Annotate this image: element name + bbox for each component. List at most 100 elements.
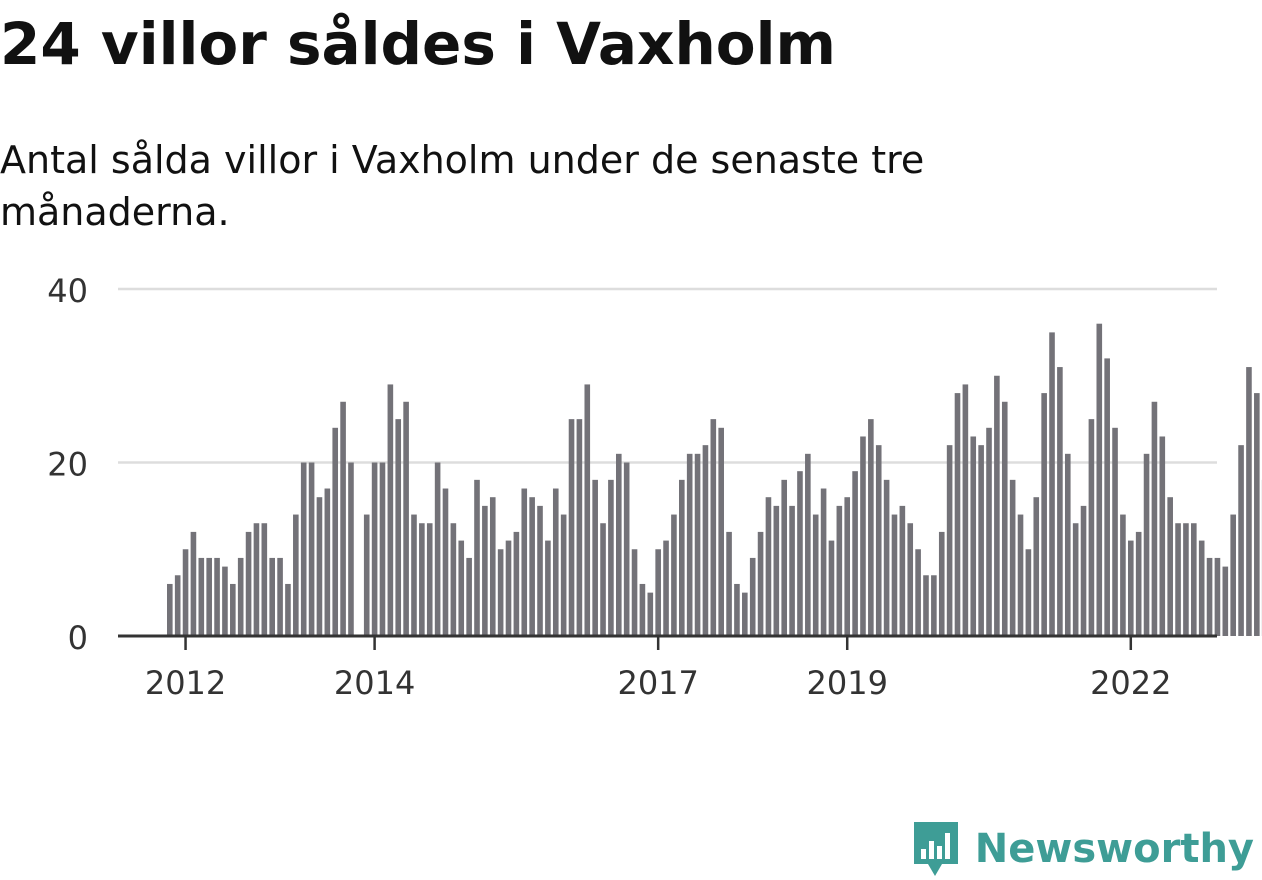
bar: [758, 532, 764, 636]
x-tick-label: 2014: [334, 664, 415, 702]
bar: [1136, 532, 1142, 636]
bar: [978, 445, 984, 636]
bar: [403, 402, 409, 636]
bar: [167, 584, 173, 636]
bar: [1073, 523, 1079, 636]
bar: [876, 445, 882, 636]
bar: [498, 549, 504, 636]
bar: [931, 575, 937, 636]
y-tick-label: 0: [68, 619, 88, 657]
bar: [254, 523, 260, 636]
bar: [1207, 558, 1213, 636]
bar: [970, 436, 976, 636]
bar: [529, 497, 535, 636]
bar: [632, 549, 638, 636]
bar: [348, 463, 354, 637]
bar: [648, 593, 654, 636]
bar: [380, 463, 386, 637]
bar: [939, 532, 945, 636]
bar: [521, 489, 527, 636]
bar: [695, 454, 701, 636]
bar: [214, 558, 220, 636]
bar: [269, 558, 275, 636]
bar: [829, 541, 835, 636]
bar: [679, 480, 685, 636]
bar: [907, 523, 913, 636]
y-tick-label: 40: [47, 272, 88, 310]
bar: [955, 393, 961, 636]
bar: [923, 575, 929, 636]
bar: [750, 558, 756, 636]
bar: [332, 428, 338, 636]
bar: [458, 541, 464, 636]
bar: [1057, 367, 1063, 636]
bar: [490, 497, 496, 636]
bar: [1041, 393, 1047, 636]
bar: [797, 471, 803, 636]
bar: [545, 541, 551, 636]
bar: [325, 489, 331, 636]
bar: [900, 506, 906, 636]
bar: [986, 428, 992, 636]
bar: [474, 480, 480, 636]
bar: [805, 454, 811, 636]
bar: [892, 515, 898, 636]
bar: [860, 436, 866, 636]
bar: [561, 515, 567, 636]
bar: [781, 480, 787, 636]
bar: [435, 463, 441, 637]
bar: [1246, 367, 1252, 636]
bar: [364, 515, 370, 636]
bar: [884, 480, 890, 636]
y-tick-label: 20: [47, 446, 88, 484]
x-tick-label: 2012: [145, 664, 226, 702]
bar: [1096, 324, 1102, 636]
bar: [640, 584, 646, 636]
bar: [1199, 541, 1205, 636]
bar: [411, 515, 417, 636]
bar: [1089, 419, 1095, 636]
bar: [616, 454, 622, 636]
bar: [285, 584, 291, 636]
bar: [222, 567, 228, 636]
bar: [718, 428, 724, 636]
bar: [1120, 515, 1126, 636]
bar: [584, 384, 590, 636]
bar: [1081, 506, 1087, 636]
bar: [734, 584, 740, 636]
bar: [1112, 428, 1118, 636]
bar: [742, 593, 748, 636]
bar: [514, 532, 520, 636]
bar: [655, 549, 661, 636]
bar: [868, 419, 874, 636]
bar: [577, 419, 583, 636]
bar: [1104, 358, 1110, 636]
bar: [1144, 454, 1150, 636]
bar: [774, 506, 780, 636]
bar: [277, 558, 283, 636]
bar: [427, 523, 433, 636]
bar: [1191, 523, 1197, 636]
bar: [395, 419, 401, 636]
bar: [183, 549, 189, 636]
bar: [443, 489, 449, 636]
bar: [703, 445, 709, 636]
bar: [608, 480, 614, 636]
x-tick-label: 2019: [807, 664, 888, 702]
bar: [1010, 480, 1016, 636]
bar: [1018, 515, 1024, 636]
bar: [1215, 558, 1221, 636]
bar: [963, 384, 969, 636]
brand-name: Newsworthy: [975, 826, 1254, 872]
bar: [537, 506, 543, 636]
bar: [388, 384, 394, 636]
bar: [947, 445, 953, 636]
bar: [671, 515, 677, 636]
bar: [663, 541, 669, 636]
bar: [726, 532, 732, 636]
bar: [553, 489, 559, 636]
bar: [600, 523, 606, 636]
bar: [994, 376, 1000, 636]
bar: [1128, 541, 1134, 636]
